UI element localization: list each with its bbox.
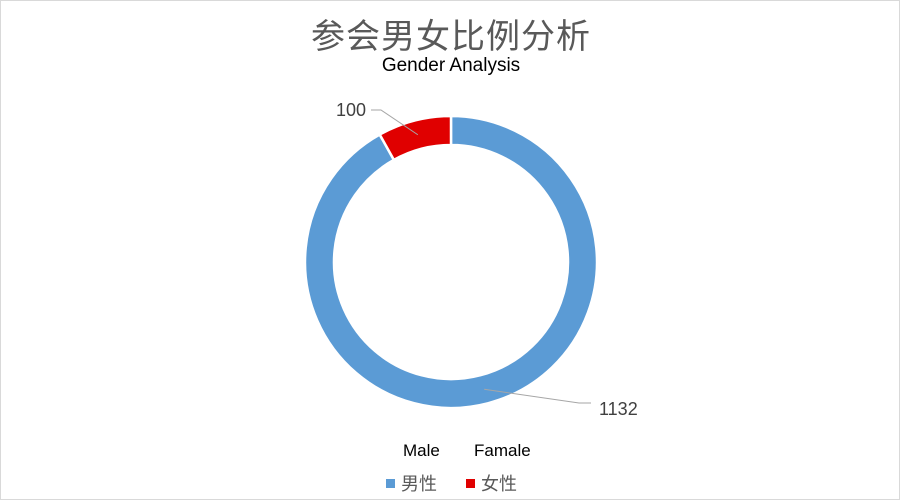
chart-title: 参会男女比例分析	[311, 17, 591, 57]
legend-item-male[interactable]: 男性	[386, 471, 437, 495]
leader-line-female	[371, 109, 419, 136]
legend-swatch-male	[386, 478, 395, 488]
legend-item-female[interactable]: 女性	[466, 471, 517, 495]
donut-slice-male[interactable]	[303, 114, 599, 410]
legend-swatch-female	[466, 478, 475, 488]
donut-slice-female[interactable]	[378, 114, 453, 162]
legend-english-label-female: Famale	[474, 441, 531, 460]
legend-label-female: 女性	[481, 474, 517, 495]
data-label-female: 100	[336, 100, 366, 120]
data-label-male: 1132	[599, 399, 638, 419]
legend-label-male: 男性	[401, 474, 437, 495]
chart-subtitle: Gender Analysis	[381, 55, 521, 76]
leader-line-male	[484, 388, 591, 404]
legend-english-label-male: Male	[403, 441, 440, 460]
